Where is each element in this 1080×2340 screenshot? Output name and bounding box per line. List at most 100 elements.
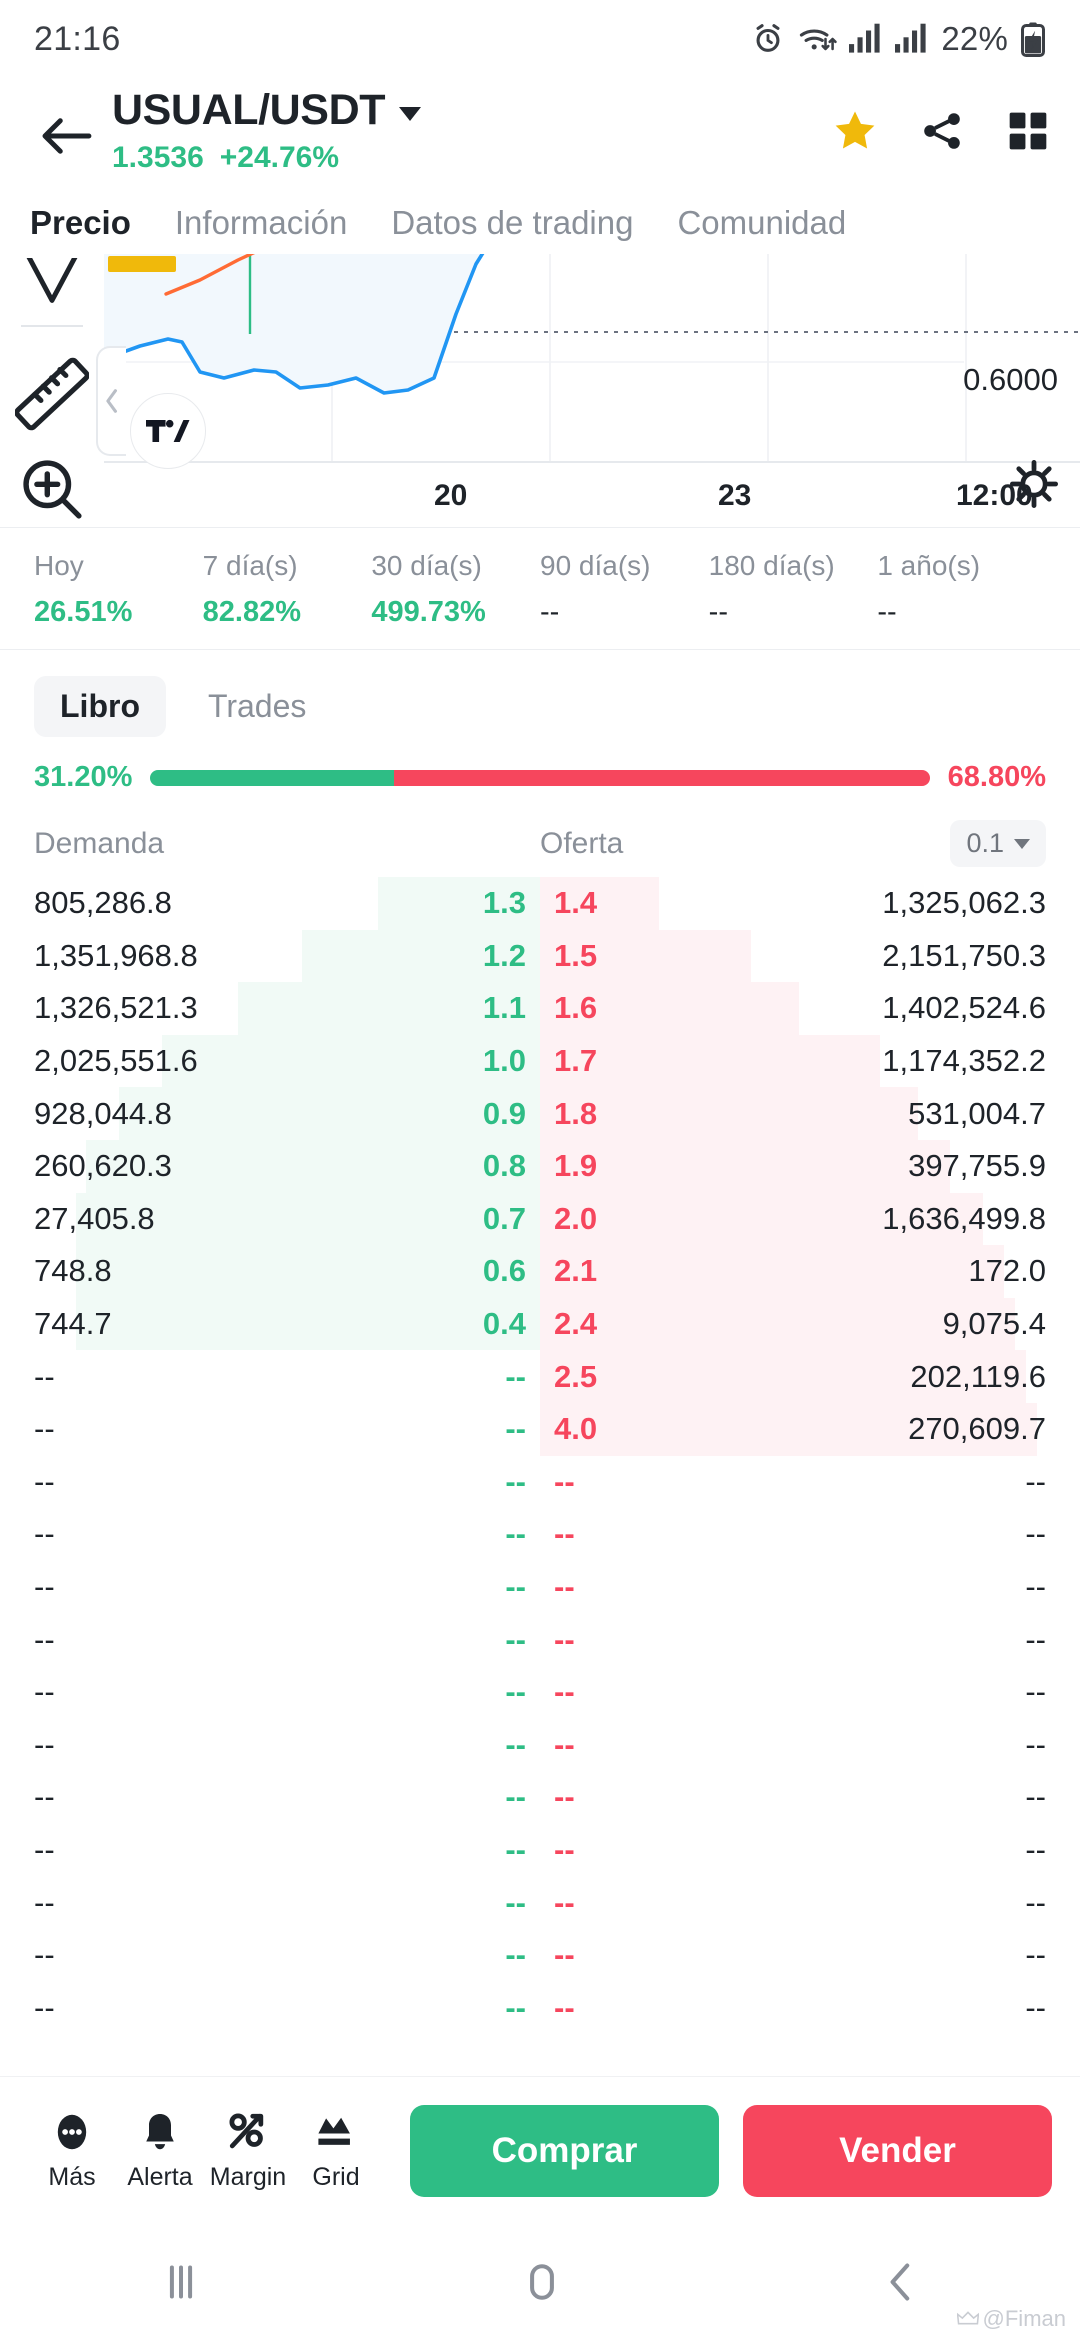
ask-side[interactable]: -- -- [540,1456,1080,1509]
ask-side[interactable]: -- -- [540,1929,1080,1982]
ask-side[interactable]: 1.6 1,402,524.6 [540,982,1080,1035]
sell-button[interactable]: Vender [743,2104,1052,2197]
orderbook-row[interactable]: -- -- -- -- [0,1771,1080,1824]
orderbook-row[interactable]: -- -- -- -- [0,1719,1080,1772]
orderbook-row[interactable]: -- -- 2.5 202,119.6 [0,1350,1080,1403]
bid-side[interactable]: 1,326,521.3 1.1 [0,982,540,1035]
price-chart[interactable]: 0.6000 20 23 12:00 [0,254,1080,528]
bid-side[interactable]: 805,286.8 1.3 [0,877,540,930]
bid-side[interactable]: 928,044.8 0.9 [0,1087,540,1140]
ask-side[interactable]: -- -- [540,1719,1080,1772]
bid-side[interactable]: -- -- [0,1666,540,1719]
bid-price: -- [505,1726,526,1762]
tab-precio[interactable]: Precio [30,204,131,241]
nav-back-icon[interactable] [881,2260,921,2304]
ruler-tool-button[interactable] [0,349,104,438]
tab-trades[interactable]: Trades [207,688,307,724]
orderbook-row[interactable]: -- -- -- -- [0,1824,1080,1877]
chart-settings-button[interactable] [1008,458,1060,515]
ask-side[interactable]: 1.5 2,151,750.3 [540,929,1080,983]
bid-side[interactable]: -- -- [0,1929,540,1982]
ask-side[interactable]: -- -- [540,1771,1080,1824]
zoom-tool-button[interactable] [0,452,104,527]
ask-side[interactable]: 1.8 531,004.7 [540,1087,1080,1140]
bid-side[interactable]: 1,351,968.8 1.2 [0,929,540,983]
ask-quantity: -- [1025,1674,1046,1710]
orderbook-row[interactable]: 260,620.3 0.8 1.9 397,755.9 [0,1139,1080,1193]
orderbook-row[interactable]: -- -- -- -- [0,1561,1080,1614]
ask-side[interactable]: 1.7 1,174,352.2 [540,1034,1080,1088]
bid-side[interactable]: -- -- [0,1981,540,2034]
orderbook-row[interactable]: 2,025,551.6 1.0 1.7 1,174,352.2 [0,1034,1080,1088]
orderbook-row[interactable]: 805,286.8 1.3 1.4 1,325,062.3 [0,877,1080,930]
orderbook-row[interactable]: -- -- -- -- [0,1929,1080,1982]
orderbook-row[interactable]: 744.7 0.4 2.4 9,075.4 [0,1297,1080,1351]
ask-depth-fill [540,1087,918,1140]
ask-side[interactable]: -- -- [540,1613,1080,1666]
bid-price: 0.8 [482,1148,526,1184]
star-icon[interactable] [832,108,878,154]
orderbook-row[interactable]: -- -- -- -- [0,1613,1080,1666]
bid-side[interactable]: -- -- [0,1876,540,1929]
bid-side[interactable]: 2,025,551.6 1.0 [0,1034,540,1088]
bid-side[interactable]: -- -- [0,1771,540,1824]
tick-size-selector[interactable]: 0.1 [950,820,1046,867]
ask-side[interactable]: 2.4 9,075.4 [540,1297,1080,1351]
ask-side[interactable]: 1.9 397,755.9 [540,1139,1080,1193]
recents-icon[interactable] [159,2262,203,2302]
tab-libro[interactable]: Libro [34,676,166,737]
chart-plot-area[interactable] [102,254,1080,527]
quick-action-mas[interactable]: Más [28,2109,116,2192]
ask-side[interactable]: -- -- [540,1981,1080,2034]
orderbook-row[interactable]: 1,326,521.3 1.1 1.6 1,402,524.6 [0,982,1080,1035]
orderbook-row[interactable]: -- -- -- -- [0,1981,1080,2034]
price-scale-handle[interactable] [96,346,126,456]
bid-quantity: 744.7 [34,1306,112,1342]
ask-side[interactable]: -- -- [540,1824,1080,1877]
quick-action-grid[interactable]: Grid [292,2109,380,2192]
tab-datos-trading[interactable]: Datos de trading [391,204,634,241]
home-icon[interactable] [520,2260,564,2304]
pair-selector[interactable]: USUAL/USDT [112,86,422,135]
cursor-tool-button[interactable] [0,254,104,323]
ask-side[interactable]: 4.0 270,609.7 [540,1402,1080,1456]
back-button[interactable] [30,100,102,172]
ask-side[interactable]: 2.5 202,119.6 [540,1350,1080,1403]
quick-action-alerta[interactable]: Alerta [116,2109,204,2192]
quick-action-margin[interactable]: Margin [204,2109,292,2192]
ask-side[interactable]: -- -- [540,1876,1080,1929]
bid-side[interactable]: -- -- [0,1456,540,1509]
bid-side[interactable]: -- -- [0,1350,540,1403]
orderbook-list[interactable]: 805,286.8 1.3 1.4 1,325,062.3 1,351,968.8 1.2… [0,877,1080,2076]
grid-menu-icon[interactable] [1006,109,1050,153]
bid-side[interactable]: 744.7 0.4 [0,1297,540,1351]
orderbook-row[interactable]: 928,044.8 0.9 1.8 531,004.7 [0,1087,1080,1140]
bid-side[interactable]: -- -- [0,1561,540,1614]
orderbook-row[interactable]: -- -- -- -- [0,1456,1080,1509]
ask-side[interactable]: -- -- [540,1666,1080,1719]
tab-comunidad[interactable]: Comunidad [677,204,847,241]
bid-side[interactable]: -- -- [0,1719,540,1772]
orderbook-row[interactable]: -- -- -- -- [0,1666,1080,1719]
orderbook-row[interactable]: -- -- -- -- [0,1876,1080,1929]
ask-side[interactable]: 1.4 1,325,062.3 [540,877,1080,930]
ask-side[interactable]: 2.0 1,636,499.8 [540,1192,1080,1246]
orderbook-row[interactable]: -- -- -- -- [0,1508,1080,1561]
ask-side[interactable]: 2.1 172.0 [540,1245,1080,1298]
bid-side[interactable]: 27,405.8 0.7 [0,1192,540,1246]
bid-side[interactable]: -- -- [0,1613,540,1666]
bid-side[interactable]: 260,620.3 0.8 [0,1139,540,1193]
bid-side[interactable]: -- -- [0,1824,540,1877]
orderbook-row[interactable]: -- -- 4.0 270,609.7 [0,1402,1080,1456]
bid-side[interactable]: -- -- [0,1403,540,1456]
ask-side[interactable]: -- -- [540,1508,1080,1561]
orderbook-row[interactable]: 748.8 0.6 2.1 172.0 [0,1245,1080,1298]
buy-button[interactable]: Comprar [410,2104,719,2197]
bid-side[interactable]: 748.8 0.6 [0,1245,540,1298]
orderbook-row[interactable]: 1,351,968.8 1.2 1.5 2,151,750.3 [0,929,1080,983]
orderbook-row[interactable]: 27,405.8 0.7 2.0 1,636,499.8 [0,1192,1080,1246]
share-icon[interactable] [920,109,964,153]
tab-informacion[interactable]: Información [174,204,348,241]
bid-side[interactable]: -- -- [0,1508,540,1561]
ask-side[interactable]: -- -- [540,1561,1080,1614]
